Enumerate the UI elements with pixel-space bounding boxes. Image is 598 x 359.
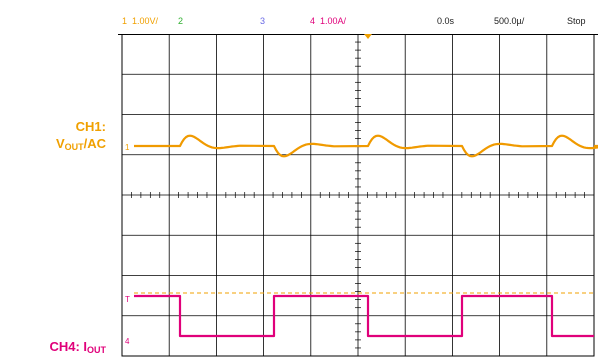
ch1-label-prefix: CH1: (75, 119, 106, 134)
timebase[interactable]: 500.0µ/ (494, 16, 525, 26)
ch3-number[interactable]: 3 (260, 16, 266, 26)
ch2-number[interactable]: 2 (178, 16, 184, 26)
ch1-scale[interactable]: 1.00V/ (132, 16, 159, 26)
scope-graticule: 1 T 4 (121, 34, 598, 357)
trigger-position-marker[interactable] (364, 34, 372, 39)
run-state[interactable]: Stop (567, 16, 586, 26)
ch4-side-label: CH4: IOUT (49, 338, 106, 359)
oscilloscope-display: 1 1.00V/ 2 3 4 1.00A/ 0.0s 500.0µ/ Stop … (118, 0, 598, 358)
grid-ticks (131, 41, 585, 349)
ch4-label-sub: OUT (87, 345, 106, 355)
ch4-label-prefix: CH4: I (49, 339, 87, 354)
ch4-trace (134, 294, 594, 338)
ch1-label-signal: VOUT/AC (56, 135, 106, 156)
ch1-trace (134, 134, 598, 158)
time-offset[interactable]: 0.0s (437, 16, 455, 26)
grid-lines (122, 34, 594, 356)
ch1-ground-marker[interactable]: 1 (125, 143, 130, 152)
ch1-side-label: CH1: VOUT/AC (56, 118, 106, 156)
ch4-ground-marker[interactable]: 4 (125, 337, 130, 346)
ch1-label-suffix: /AC (83, 136, 106, 151)
ch4-number[interactable]: 4 (310, 16, 316, 26)
ch1-label-v: V (55, 136, 65, 151)
scope-status-bar: 1 1.00V/ 2 3 4 1.00A/ 0.0s 500.0µ/ Stop (118, 0, 598, 35)
ch4-scale[interactable]: 1.00A/ (320, 16, 347, 26)
ch1-label-sub: OUT (64, 142, 84, 152)
trigger-level-marker[interactable]: T (125, 295, 130, 304)
ch1-number[interactable]: 1 (122, 16, 128, 26)
